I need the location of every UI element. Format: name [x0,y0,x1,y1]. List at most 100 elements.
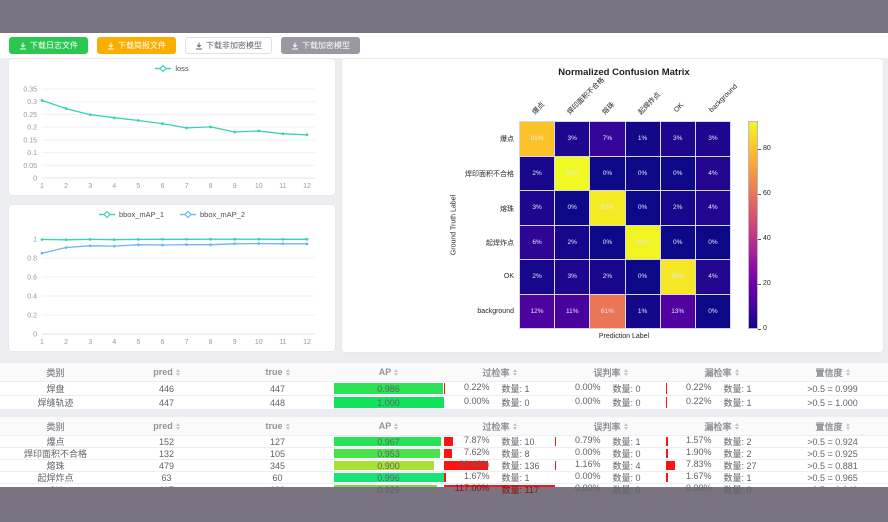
cell-misseddetect-count: 数量: 1 [723,398,752,408]
column-header-true: true [222,363,333,381]
cell-overdetect-count: 数量: 10 [501,437,535,447]
cell-misjudge-percent: 0.79% [574,436,601,445]
sort-caret-icon[interactable] [734,368,739,376]
cell-misseddetect-count: 数量: 27 [723,461,757,471]
cell-misjudge-percent: 1.16% [574,460,601,469]
cell-overdetect: 117.00% 数量: 117 [444,484,555,495]
cell-ap: 0.996 [333,472,444,483]
column-header-label: 误判率 [593,421,621,432]
sort-caret-icon[interactable] [285,422,290,430]
sort-caret-icon[interactable] [845,422,850,430]
svg-text:0.6: 0.6 [27,275,37,282]
cell-misseddetect-bar [666,449,669,458]
window-bottom-bar [0,487,888,522]
cell-misjudge: 0.00% 数量: 0 [555,396,666,409]
matrix-cell-2-2: 90% [590,191,625,225]
svg-text:0: 0 [33,176,37,183]
svg-text:4: 4 [112,339,116,346]
legend-item-bbox_mAP_2[interactable]: bbox_mAP_2 [180,210,245,219]
download-button-2[interactable]: 下载非加密模型 [185,37,272,54]
matrix-row-label: 起焊炸点 [486,240,514,248]
matrix-cell-2-3: 0% [625,191,660,225]
legend-item-bbox_mAP_1[interactable]: bbox_mAP_1 [98,210,164,219]
loss-plot: 00.050.10.150.20.250.30.351 2 3 4 5 6 7 8 9 10 11 1… [23,87,315,190]
cell-misjudge-count: 数量: 0 [612,473,641,483]
svg-text:11: 11 [279,339,286,346]
download-button-0[interactable]: 下载日志文件 [9,37,88,54]
cell-overdetect: 7.87% 数量: 10 [444,436,555,447]
cell-cls: 爆点 [46,437,65,447]
sort-caret-icon[interactable] [175,422,180,430]
sort-caret-icon[interactable] [734,422,739,430]
cell-misseddetect-count: 数量: 2 [723,437,752,447]
svg-text:0: 0 [33,332,37,339]
matrix-cell-0-4: 3% [660,122,695,156]
table-row: 熔珠 479 345 0.900 39.42% 数量: 136 1.16% 数量: 4 7.83… [0,460,888,472]
cell-ap: 0.967 [333,436,444,447]
sort-caret-icon[interactable] [623,422,628,430]
svg-text:12: 12 [303,183,311,190]
table-header-row: 类别 pred true AP 过检率 误判率 漏检率 置信度 [0,417,888,436]
legend-label: bbox_mAP_1 [118,210,164,219]
cell-misseddetect-percent: 0.00% [685,484,712,493]
matrix-col-label: OK [673,101,686,114]
matrix-col-label: 起焊炸点 [636,91,662,117]
cell-misjudge: 0.00% 数量: 0 [555,472,666,483]
download-button-3[interactable]: 下载加密模型 [281,37,360,54]
cell-overdetect-count: 数量: 0 [501,398,530,408]
sort-caret-icon[interactable] [623,368,628,376]
table-row: 焊缝轨迹 447 448 1.000 0.00% 数量: 0 0.00% 数量: 0 0.22%… [0,396,888,410]
cell-misjudge-count: 数量: 4 [612,461,641,471]
column-header-pred: pred [111,417,222,435]
matrix-cell-2-1: 0% [555,191,590,225]
svg-text:3: 3 [88,183,92,190]
matrix-cell-4-3: 0% [625,260,660,294]
download-icon [292,42,298,49]
legend-item-loss[interactable]: loss [155,64,189,73]
cell-misjudge: 0.00% 数量: 0 [555,382,666,395]
sort-caret-icon[interactable] [175,368,180,376]
sort-caret-icon[interactable] [394,368,399,376]
cell-misseddetect: 1.57% 数量: 2 [666,436,777,447]
svg-text:12: 12 [303,339,311,346]
cell-misjudge-percent: 0.00% [574,472,601,481]
column-header-置信度: 置信度 [777,363,888,381]
matrix-cell-1-2: 0% [590,156,625,190]
cell-pred: 447 [158,397,175,408]
loss-chart-card: loss 0 0.05 0.1 0.15 0.2 0.25 0.3 0.35 1 2 3 4 5 6 7 8 9 1… [8,58,336,196]
cell-overdetect-count: 数量: 1 [501,384,530,394]
cell-pred: 132 [158,448,175,459]
cell-misjudge-count: 数量: 0 [612,449,641,459]
sort-caret-icon[interactable] [394,422,399,430]
sort-caret-icon[interactable] [512,368,517,376]
cell-confidence: >0.5 = 0.999 [807,383,858,394]
cell-misseddetect-percent: 0.22% [685,396,712,406]
column-header-label: pred [153,367,173,377]
cell-overdetect: 1.67% 数量: 1 [444,472,555,483]
svg-text:10: 10 [255,339,263,346]
svg-text:0.8: 0.8 [27,256,37,263]
matrix-cell-3-1: 2% [555,225,590,259]
column-header-label: 漏检率 [704,367,732,378]
download-button-label: 下载日志文件 [30,41,78,50]
matrix-cell-2-0: 3% [520,191,555,225]
download-button-1[interactable]: 下载简报文件 [97,37,176,54]
cell-cls: 焊缝轨迹 [37,398,74,408]
cell-overdetect-bar [444,383,445,394]
column-header-label: 类别 [46,421,65,432]
ap-value: 1.000 [377,397,400,408]
svg-text:7: 7 [185,183,189,190]
matrix-cell-2-5: 4% [695,191,730,225]
cell-confidence: >0.5 = 0.881 [807,460,858,471]
column-header-AP: AP [333,417,444,435]
sort-caret-icon[interactable] [512,422,517,430]
svg-text:2: 2 [64,339,68,346]
svg-text:9: 9 [233,183,237,190]
line-series-icon [180,210,196,219]
column-header-误判率: 误判率 [555,363,666,381]
cell-overdetect: 0.00% 数量: 0 [444,396,555,409]
sort-caret-icon[interactable] [285,368,290,376]
cell-misseddetect-count: 数量: 2 [723,449,752,459]
sort-caret-icon[interactable] [845,368,850,376]
colorbar-tick-label: 20 [763,279,771,287]
